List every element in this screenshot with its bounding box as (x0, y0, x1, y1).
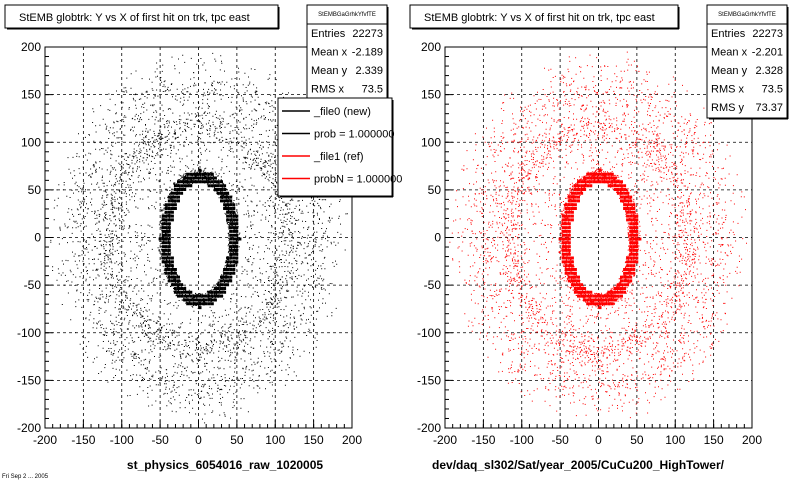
legend-label: prob = 1.000000 (314, 129, 394, 141)
stats-box (306, 4, 388, 99)
y-tick-label: -200 (417, 421, 441, 435)
y-tick-label: 150 (21, 88, 41, 102)
x-tick-label: -100 (110, 433, 134, 447)
stats-value: -2.201 (752, 47, 783, 59)
x-tick-label: 100 (665, 433, 685, 447)
chart-panel-1: -200 -150 -100 -50 0 50 100 150 200 200 150 100 50 0 -… (409, 4, 789, 472)
legend-label: probN = 1.000000 (314, 174, 402, 186)
x-axis-label: dev/daq_sl302/Sat/year_2005/CuCu200_High… (432, 458, 725, 472)
x-tick-label: 150 (704, 433, 724, 447)
y-tick-label: 50 (28, 183, 42, 197)
legend-label: _file0 (new) (313, 106, 371, 118)
x-tick-label: -50 (151, 433, 169, 447)
stats-value: -2.189 (352, 47, 383, 59)
stats-value: 2.339 (355, 65, 383, 77)
y-tick-label: 150 (421, 88, 441, 102)
scatter-point-cloud (50, 52, 348, 424)
x-tick-label: -150 (471, 433, 495, 447)
legend: _file0 (new) prob = 1.000000 _file1 (ref) p… (277, 97, 402, 198)
y-tick-label: -150 (417, 373, 441, 387)
stats-value: 73.5 (762, 84, 783, 96)
x-tick-label: 50 (630, 433, 644, 447)
legend-label: _file1 (ref) (313, 151, 364, 163)
stats-name: StEMBGaGrhkYfvfTE (318, 12, 376, 18)
x-tick-label: -100 (510, 433, 534, 447)
scatter-points (50, 52, 348, 424)
y-tick-label: -150 (17, 373, 41, 387)
y-tick-label: -100 (17, 326, 41, 340)
plot-frame (444, 46, 753, 429)
x-tick-label: -200 (433, 433, 457, 447)
stats-label: Entries (711, 28, 746, 40)
stats-name: StEMBGaGrhkYfvfTE (718, 12, 776, 18)
stats-label: Mean x (311, 47, 348, 59)
scatter-point-cloud (449, 51, 747, 419)
stats-label: Mean y (311, 65, 348, 77)
chart-title: StEMB globtrk: Y vs X of first hit on tr… (424, 12, 655, 24)
y-tick-label: 100 (421, 135, 441, 149)
chart-panel-0: -200 -150 -100 -50 0 50 100 150 200 200 150 100 50 0 -… (4, 4, 402, 472)
y-tick-label: 50 (428, 183, 442, 197)
y-tick-label: -50 (24, 278, 42, 292)
y-tick-label: -50 (424, 278, 442, 292)
stats-value: 22273 (352, 28, 383, 40)
stats-value: 73.5 (362, 84, 383, 96)
y-tick-label: -200 (17, 421, 41, 435)
stats-label: Entries (311, 28, 346, 40)
chart-title-box (409, 4, 679, 29)
stats-label: Mean x (711, 47, 748, 59)
y-tick-label: 0 (434, 231, 441, 245)
footer-text: Fri Sep 2 ... 2005 (2, 474, 49, 480)
x-tick-label: 0 (595, 433, 602, 447)
stats-label: RMS x (711, 84, 745, 96)
stats-label: RMS x (311, 84, 345, 96)
y-tick-label: 200 (421, 40, 441, 54)
chart-title: StEMB globtrk: Y vs X of first hit on tr… (19, 12, 250, 24)
x-tick-label: 100 (265, 433, 285, 447)
x-tick-label: 200 (742, 433, 762, 447)
y-tick-label: 100 (21, 135, 41, 149)
x-tick-label: 50 (230, 433, 244, 447)
stats-label: Mean y (711, 65, 748, 77)
stats-value: 73.37 (755, 102, 783, 114)
y-tick-label: 200 (21, 40, 41, 54)
stats-value: 2.328 (755, 65, 783, 77)
x-axis-label: st_physics_6054016_raw_1020005 (127, 458, 323, 472)
y-tick-label: 0 (34, 231, 41, 245)
x-tick-label: 200 (342, 433, 362, 447)
stats-value: 22273 (752, 28, 783, 40)
x-tick-label: 150 (304, 433, 324, 447)
stats-label: RMS y (711, 102, 745, 114)
x-tick-label: -50 (551, 433, 569, 447)
y-tick-label: -100 (417, 326, 441, 340)
chart-title-box (4, 4, 279, 29)
scatter-points (449, 51, 747, 419)
x-tick-label: 0 (195, 433, 202, 447)
x-tick-label: -150 (71, 433, 95, 447)
x-tick-label: -200 (33, 433, 57, 447)
